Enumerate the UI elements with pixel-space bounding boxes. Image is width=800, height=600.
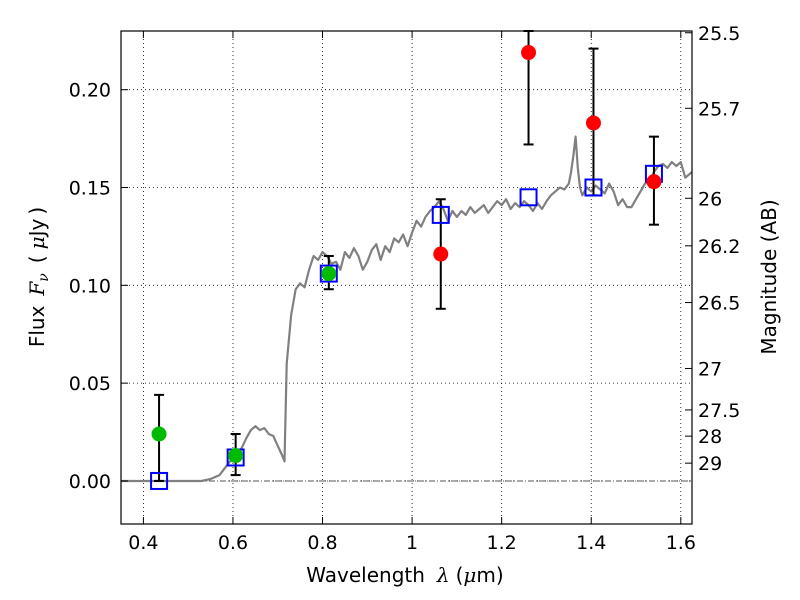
model-photometry-square [150, 471, 169, 490]
x-tick-label: 0.6 [218, 532, 248, 554]
x-axis-title-prefix: Wavelength [306, 563, 425, 587]
y2-tick-label: 25.5 [698, 23, 740, 45]
x-tick-label: 1.4 [576, 532, 606, 554]
y-tick-label: 0.00 [69, 471, 111, 493]
x-axis-title-symbol: λ [436, 563, 450, 587]
y-axis-title: Flux Fν ( μJy) [25, 207, 52, 347]
y2-tick-label: 27.5 [698, 400, 740, 422]
x-axis-title-unit-rest: m) [476, 563, 503, 587]
x-tick-label: 1.6 [666, 532, 696, 554]
detection-point [521, 45, 537, 61]
plot-frame [120, 30, 693, 525]
y2-tick-label: 26 [698, 188, 722, 210]
model-photometry-square [431, 205, 450, 224]
plot-markers [150, 30, 663, 490]
x-tick-label: 1.2 [487, 532, 517, 554]
y2-tick-label: 28 [698, 426, 722, 448]
y-axis-title-unit-rest: Jy [25, 218, 49, 238]
detection-point [228, 448, 244, 464]
y-tick-label: 0.10 [69, 275, 111, 297]
y-axis-title-unit-mu: μ [25, 236, 49, 249]
x-axis-title: Wavelength λ (μm) [306, 563, 503, 587]
y-tick-label: 0.05 [69, 373, 111, 395]
x-tick-label: 0.8 [307, 532, 337, 554]
y-axis-title-symbol: F [25, 281, 49, 297]
grid-lines [121, 31, 692, 524]
model-photometry-square [519, 188, 538, 207]
y2-tick-label: 25.7 [698, 98, 740, 120]
detection-point [321, 266, 337, 282]
detection-point [151, 426, 167, 442]
y-axis-title-unit-open: ( [25, 255, 49, 263]
y-tick-label: 0.20 [69, 80, 111, 102]
y-axis-title-prefix: Flux [25, 305, 49, 347]
x-axis-title-unit-mu: μ [463, 563, 476, 587]
x-tick-label: 0.4 [128, 532, 158, 554]
x-axis-title-unit-open: ( [456, 563, 464, 587]
model-sed-line [121, 135, 692, 483]
x-tick-label: 1 [406, 532, 418, 554]
y2-tick-label: 26.5 [698, 293, 740, 315]
y2-tick-label: 26.2 [698, 236, 740, 258]
detection-point [433, 246, 449, 262]
y-tick-label: 0.15 [69, 178, 111, 200]
model-photometry-square [319, 264, 338, 283]
detection-point [646, 174, 662, 190]
y2-tick-label: 27 [698, 358, 722, 380]
y-axis-title-subscript: ν [36, 273, 52, 282]
detection-point [585, 115, 601, 131]
y2-tick-label: 29 [698, 453, 722, 475]
axis-ticks: 0.4 0.6 0.8 1 1.2 1.4 1.6 0.00 0.05 0.10 0.15 0.20 2… [69, 23, 741, 554]
model-photometry-square [584, 178, 603, 197]
y-axis-title-unit-close: ) [25, 207, 49, 215]
plot-series [121, 135, 692, 483]
y2-axis-title: Magnitude (AB) [757, 199, 781, 354]
